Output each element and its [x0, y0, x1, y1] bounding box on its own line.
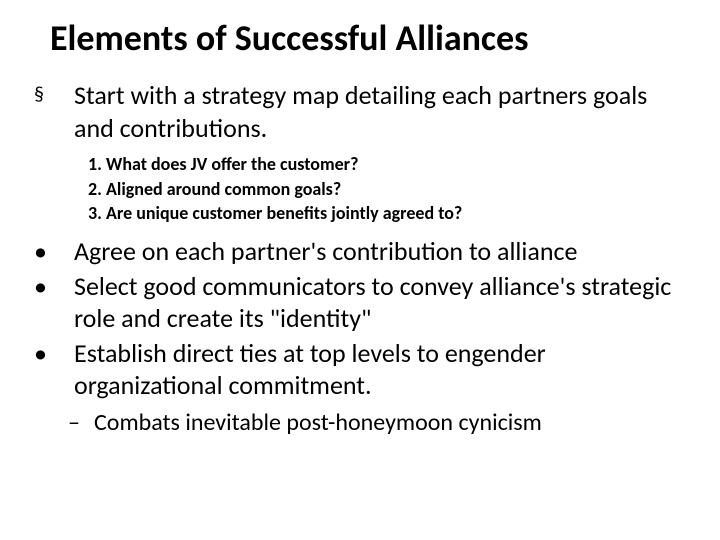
bullet-1-sublist: 1. What does JV offer the customer? 2. A… — [88, 152, 690, 225]
bullet-2-text: Agree on each partner's contribution to … — [74, 235, 690, 268]
slide-title: Elements of Successful Alliances — [50, 18, 690, 59]
sub-item-1: 1. What does JV offer the customer? — [88, 152, 690, 176]
sub-item-3: 3. Are unique customer benefits jointly … — [88, 201, 690, 225]
bullet-marker-icon: • — [30, 270, 74, 303]
bullet-3: • Select good communicators to convey al… — [30, 270, 690, 335]
bullet-1-text: Start with a strategy map detailing each… — [74, 79, 690, 144]
bullet-marker-icon: • — [30, 337, 74, 370]
bullet-4-text: Establish direct ties at top levels to e… — [74, 337, 690, 402]
dash-sub-bullet: – Combats inevitable post-honeymoon cyni… — [68, 408, 690, 438]
dash-marker-icon: – — [68, 408, 94, 438]
dash-text: Combats inevitable post-honeymoon cynici… — [94, 408, 690, 438]
bullet-marker-icon: • — [30, 235, 74, 268]
sub-item-2: 2. Aligned around common goals? — [88, 177, 690, 201]
bullet-1: § Start with a strategy map detailing ea… — [30, 79, 690, 144]
section-marker-icon: § — [30, 79, 74, 111]
slide-container: Elements of Successful Alliances § Start… — [0, 0, 720, 540]
bullet-2: • Agree on each partner's contribution t… — [30, 235, 690, 268]
bullet-4: • Establish direct ties at top levels to… — [30, 337, 690, 402]
bullet-3-text: Select good communicators to convey alli… — [74, 270, 690, 335]
